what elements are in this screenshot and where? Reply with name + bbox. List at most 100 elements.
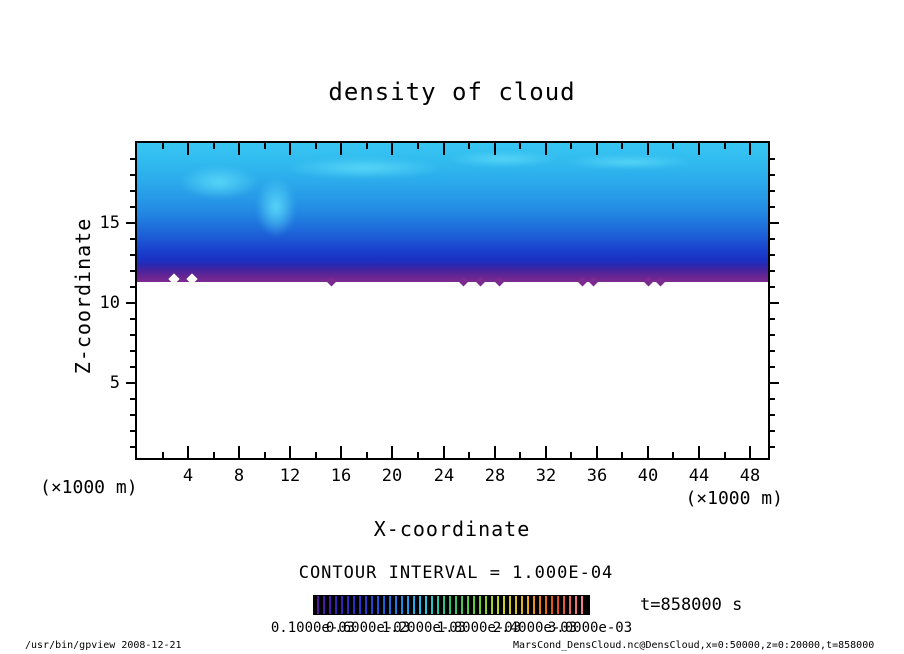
y-tick bbox=[130, 366, 135, 368]
y-tick bbox=[126, 382, 135, 384]
x-tick bbox=[647, 143, 649, 155]
x-tick-label: 24 bbox=[433, 466, 455, 486]
footer-dataset-info: MarsCond_DensCloud.nc@DensCloud,x=0:5000… bbox=[513, 640, 875, 651]
colorbar-line bbox=[413, 596, 415, 614]
cloud-highlight-patch bbox=[447, 151, 558, 167]
colorbar-line bbox=[365, 596, 367, 614]
x-tick bbox=[672, 143, 674, 149]
x-tick bbox=[621, 143, 623, 149]
x-tick bbox=[621, 452, 623, 458]
y-tick bbox=[130, 430, 135, 432]
x-tick-label: 36 bbox=[586, 466, 608, 486]
y-tick bbox=[130, 414, 135, 416]
y-tick bbox=[770, 206, 775, 208]
colorbar-line bbox=[437, 596, 439, 614]
y-tick bbox=[770, 334, 775, 336]
colorbar-label: 1.8000e-03 bbox=[436, 620, 522, 636]
y-tick bbox=[130, 398, 135, 400]
x-tick-label: 48 bbox=[739, 466, 761, 486]
colorbar-line bbox=[335, 596, 337, 614]
plot-title: density of cloud bbox=[328, 78, 576, 106]
x-tick bbox=[162, 452, 164, 458]
colorbar-line bbox=[539, 596, 541, 614]
colorbar-line bbox=[575, 596, 577, 614]
x-tick bbox=[213, 452, 215, 458]
colorbar-line bbox=[431, 596, 433, 614]
colorbar-line bbox=[371, 596, 373, 614]
colorbar-line bbox=[329, 596, 331, 614]
y-tick bbox=[130, 286, 135, 288]
plot-inner bbox=[137, 143, 768, 458]
y-tick bbox=[770, 318, 775, 320]
y-tick-label: 10 bbox=[99, 293, 120, 313]
y-tick bbox=[130, 446, 135, 448]
y-tick bbox=[770, 222, 779, 224]
y-tick bbox=[770, 286, 775, 288]
x-tick bbox=[391, 446, 393, 458]
cloud-highlight-patch bbox=[255, 177, 296, 237]
colorbar-line bbox=[563, 596, 565, 614]
y-tick bbox=[130, 238, 135, 240]
colorbar-line bbox=[509, 596, 511, 614]
colorbar-line bbox=[515, 596, 517, 614]
colorbar-line bbox=[545, 596, 547, 614]
colorbar-line bbox=[449, 596, 451, 614]
cloud-highlight-patch bbox=[564, 155, 695, 169]
x-tick bbox=[264, 143, 266, 149]
x-tick bbox=[315, 143, 317, 149]
x-tick bbox=[187, 446, 189, 458]
x-tick bbox=[443, 143, 445, 155]
colorbar-line bbox=[569, 596, 571, 614]
colorbar-line bbox=[557, 596, 559, 614]
x-axis-label: X-coordinate bbox=[373, 517, 531, 541]
colorbar-line bbox=[461, 596, 463, 614]
y-tick bbox=[770, 398, 775, 400]
y-tick bbox=[130, 318, 135, 320]
colorbar-line bbox=[419, 596, 421, 614]
x-tick bbox=[391, 143, 393, 155]
x-tick bbox=[417, 452, 419, 458]
x-tick bbox=[494, 446, 496, 458]
x-tick-label: 16 bbox=[330, 466, 352, 486]
colorbar-line bbox=[341, 596, 343, 614]
contour-interval-note: CONTOUR INTERVAL = 1.000E-04 bbox=[298, 563, 614, 583]
y-tick bbox=[130, 334, 135, 336]
colorbar-line bbox=[401, 596, 403, 614]
x-tick-label: 28 bbox=[484, 466, 506, 486]
x-tick-label: 40 bbox=[637, 466, 659, 486]
x-unit-label-right: (×1000 m) bbox=[685, 488, 783, 509]
x-tick-label: 20 bbox=[381, 466, 403, 486]
colorbar-line bbox=[551, 596, 553, 614]
y-tick bbox=[130, 190, 135, 192]
x-tick bbox=[443, 446, 445, 458]
x-tick bbox=[315, 452, 317, 458]
y-tick bbox=[770, 350, 775, 352]
colorbar-line bbox=[581, 596, 583, 614]
x-tick bbox=[264, 452, 266, 458]
colorbar-label: 0.1000e-03 bbox=[270, 620, 356, 636]
x-tick bbox=[724, 143, 726, 149]
colorbar-line bbox=[467, 596, 469, 614]
x-tick bbox=[468, 143, 470, 149]
colorbar-line bbox=[395, 596, 397, 614]
y-tick bbox=[770, 446, 775, 448]
colorbar-line bbox=[479, 596, 481, 614]
colorbar-line bbox=[473, 596, 475, 614]
colorbar-line bbox=[491, 596, 493, 614]
colorbar-line bbox=[383, 596, 385, 614]
y-tick bbox=[126, 302, 135, 304]
x-tick bbox=[289, 446, 291, 458]
colorbar-line bbox=[503, 596, 505, 614]
cloud-density-field bbox=[137, 143, 768, 282]
colorbar-line bbox=[497, 596, 499, 614]
x-tick bbox=[238, 143, 240, 155]
colorbar-line bbox=[347, 596, 349, 614]
x-tick bbox=[340, 446, 342, 458]
time-annotation: t=858000 s bbox=[640, 595, 743, 615]
colorbar-line bbox=[407, 596, 409, 614]
y-tick bbox=[770, 430, 775, 432]
y-tick bbox=[770, 382, 779, 384]
colorbar bbox=[313, 595, 590, 615]
x-tick bbox=[672, 452, 674, 458]
